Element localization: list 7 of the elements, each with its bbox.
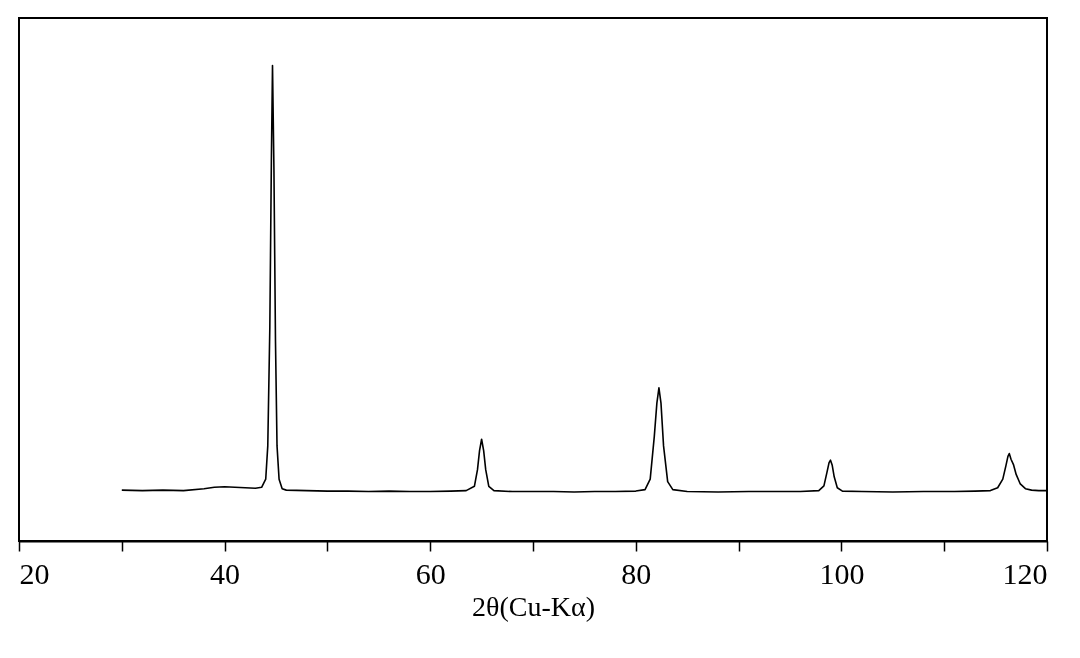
- x-tick-label: 120: [1002, 556, 1048, 590]
- x-tick-label: 20: [19, 556, 50, 590]
- x-tick-label: 100: [819, 556, 865, 590]
- x-tick-label: 40: [210, 556, 241, 590]
- x-tick-label: 80: [621, 556, 652, 590]
- x-tick-label: 60: [415, 556, 446, 590]
- x-axis-title: 2θ(Cu-Kα): [472, 590, 595, 622]
